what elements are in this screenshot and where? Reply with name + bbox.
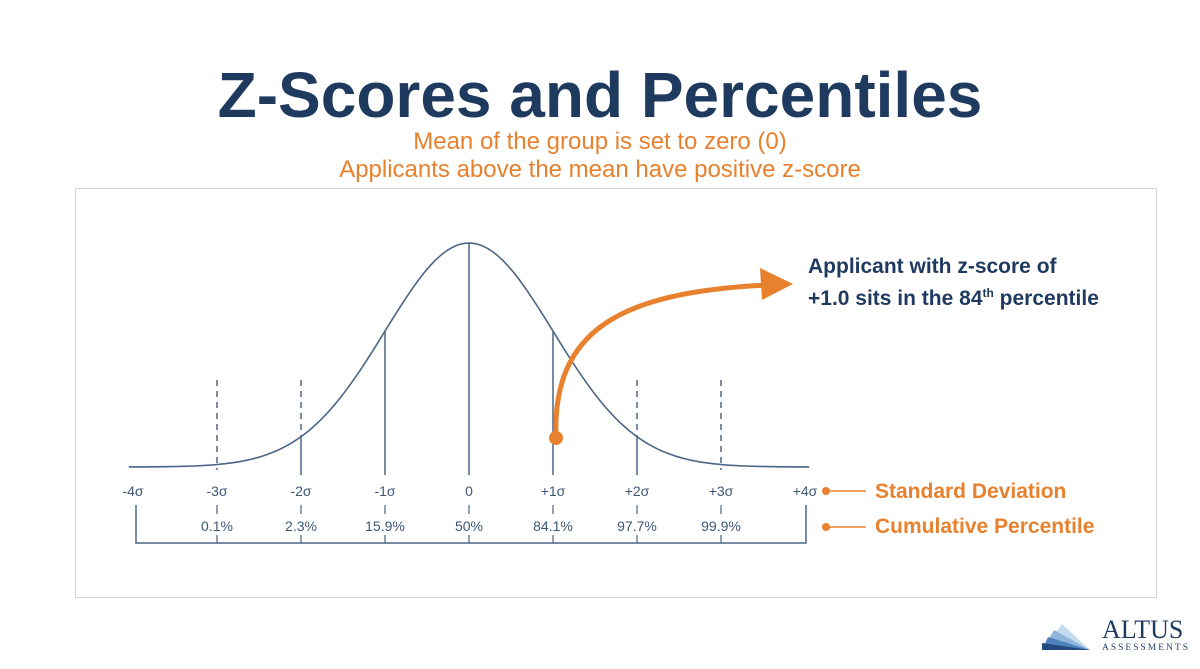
percentile-label: 2.3% [285,518,317,534]
sd-label: +3σ [709,483,734,499]
bracket [135,505,807,544]
subtitle-1: Mean of the group is set to zero (0) [413,128,787,155]
chart-frame [75,188,1157,598]
sd-label: -1σ [374,483,395,499]
percentile-label: 0.1% [201,518,233,534]
logo-tagline: ASSESSMENTS [1102,643,1190,652]
sd-label: 0 [465,483,473,499]
logo-fan-icon: ALTUS ASSESSMENTS [1042,615,1190,653]
arrowhead-icon [760,268,793,300]
annotation-sup: th [982,286,994,300]
annotation-line2-end: percentile [993,287,1099,310]
annotation-line1: Applicant with z-score of [808,255,1057,278]
percentile-label: 97.7% [617,518,657,534]
sd-label: -3σ [206,483,227,499]
annotation-line2: +1.0 sits in the 84 [808,287,983,310]
page-title: Z-Scores and Percentiles [217,59,983,131]
sd-label: +2σ [625,483,650,499]
legend-standard-deviation: Standard Deviation [875,480,1067,503]
altus-logo: ALTUS ASSESSMENTS [1040,612,1200,657]
percentile-label: 84.1% [533,518,573,534]
logo-name: ALTUS [1102,615,1183,644]
percentile-label: 50% [455,518,483,534]
highlight-arrow [553,282,769,439]
legend-cumulative-percentile: Cumulative Percentile [875,515,1095,538]
sd-label: -2σ [290,483,311,499]
subtitle-2: Applicants above the mean have positive … [339,156,861,183]
applicant-dot [549,431,563,445]
sd-label: +1σ [541,483,566,499]
percentile-label: 15.9% [365,518,405,534]
percentile-label: 99.9% [701,518,741,534]
annotation: Applicant with z-score of +1.0 sits in t… [808,253,1099,312]
sd-label: -4σ [122,483,143,499]
sd-label: +4σ [793,483,818,499]
